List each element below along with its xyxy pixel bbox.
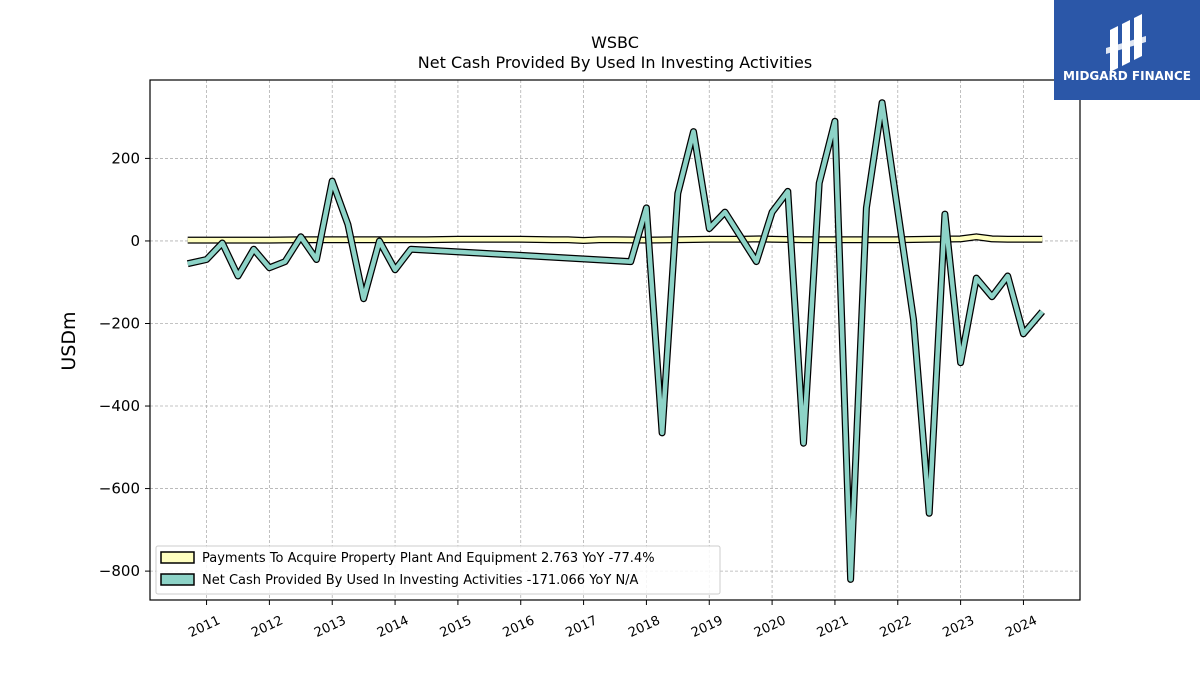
y-axis-label: USDm (58, 311, 80, 370)
plot-frame (149, 79, 1081, 601)
series-line-1 (187, 100, 1045, 582)
series-lines (186, 99, 1045, 583)
y-tick-label: 200 (111, 149, 140, 167)
legend-label-net-cash: Net Cash Provided By Used In Investing A… (202, 573, 639, 588)
legend: Payments To Acquire Property Plant And E… (155, 545, 721, 595)
legend-box (155, 545, 721, 595)
brand-logo: MIDGARD FINANCE (1054, 0, 1200, 100)
y-tick-label: −200 (99, 314, 140, 332)
legend-swatch-net-cash (160, 573, 195, 586)
y-tick-label: −800 (99, 562, 140, 580)
legend-label-ppe: Payments To Acquire Property Plant And E… (202, 551, 655, 566)
chart-title: WSBC (591, 33, 639, 52)
chart-subtitle: Net Cash Provided By Used In Investing A… (418, 53, 812, 72)
logo-mark-icon (1106, 14, 1146, 72)
y-tick-label: −400 (99, 397, 140, 415)
y-tick-label: 0 (130, 232, 140, 250)
y-axis-ticks: 200 0 −200 −400 −600 −800 (99, 149, 150, 580)
legend-swatch-ppe (160, 551, 195, 564)
y-tick-label: −600 (99, 480, 140, 498)
logo-text: MIDGARD FINANCE (1063, 69, 1191, 83)
